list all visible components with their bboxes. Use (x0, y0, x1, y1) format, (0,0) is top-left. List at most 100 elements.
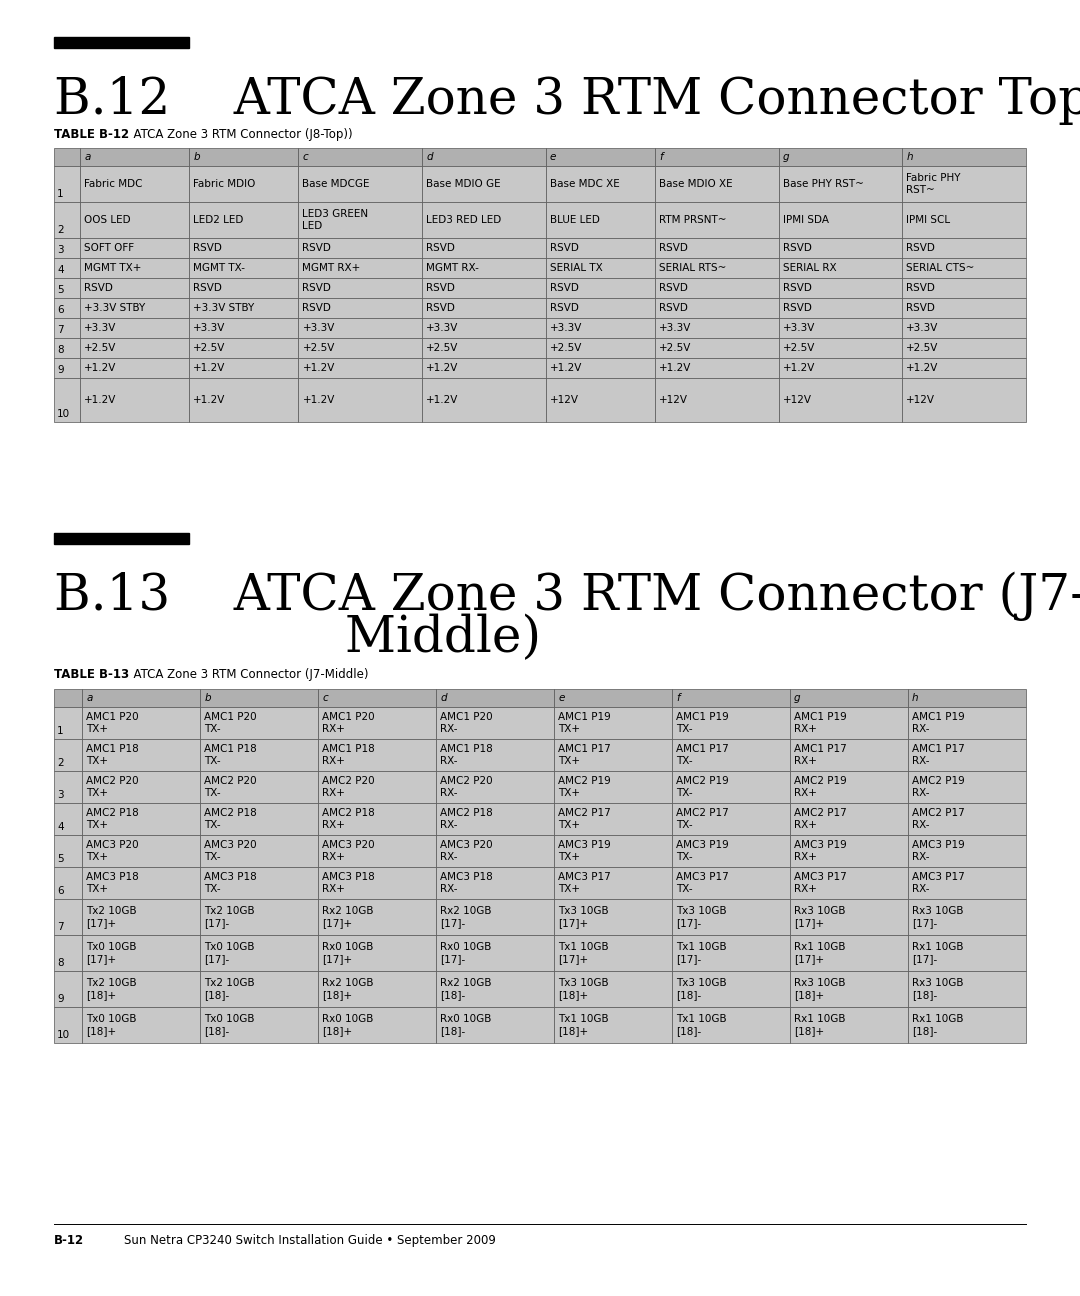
Text: +2.5V: +2.5V (193, 343, 226, 353)
Text: SOFT OFF: SOFT OFF (84, 244, 134, 253)
Text: Tx2 10GB
[17]+: Tx2 10GB [17]+ (86, 906, 137, 928)
Bar (654, 258, 779, 279)
Text: 4: 4 (57, 822, 64, 832)
Bar (189, 202, 298, 238)
Text: Tx3 10GB
[18]-: Tx3 10GB [18]- (676, 978, 727, 999)
Bar (908, 689, 1026, 708)
Text: RSVD: RSVD (906, 303, 935, 314)
Text: AMC3 P20
TX-: AMC3 P20 TX- (204, 840, 257, 862)
Bar (54, 358, 80, 378)
Bar (672, 739, 791, 771)
Bar (654, 279, 779, 298)
Text: Tx1 10GB
[17]-: Tx1 10GB [17]- (676, 942, 727, 964)
Bar (654, 202, 779, 238)
Bar (672, 689, 791, 708)
Text: RSVD: RSVD (302, 244, 332, 253)
Text: AMC3 P19
TX-: AMC3 P19 TX- (676, 840, 729, 862)
Text: ATCA Zone 3 RTM Connector (J8-Top)): ATCA Zone 3 RTM Connector (J8-Top)) (126, 128, 353, 141)
Bar (80, 258, 189, 279)
Text: MGMT TX+: MGMT TX+ (84, 263, 141, 273)
Text: Rx3 10GB
[18]+: Rx3 10GB [18]+ (794, 978, 846, 999)
Bar (82, 835, 200, 867)
Bar (791, 1007, 908, 1043)
Text: 3: 3 (57, 791, 64, 800)
Text: AMC2 P19
TX-: AMC2 P19 TX- (676, 776, 729, 797)
Bar (908, 708, 1026, 739)
Bar (791, 971, 908, 1007)
Bar (54, 1007, 82, 1043)
Bar (200, 1007, 319, 1043)
Bar (200, 739, 319, 771)
Text: Rx2 10GB
[18]-: Rx2 10GB [18]- (441, 978, 491, 999)
Bar (436, 1007, 554, 1043)
Bar (545, 148, 654, 166)
Bar (200, 708, 319, 739)
Text: +3.3V: +3.3V (193, 323, 226, 333)
Bar (672, 899, 791, 934)
Bar (791, 867, 908, 899)
Bar (298, 358, 422, 378)
Bar (54, 148, 80, 166)
Text: RSVD: RSVD (84, 283, 113, 293)
Text: LED3 GREEN
LED: LED3 GREEN LED (302, 210, 368, 231)
Bar (422, 202, 545, 238)
Bar (54, 708, 82, 739)
Bar (908, 899, 1026, 934)
Text: Tx1 10GB
[18]-: Tx1 10GB [18]- (676, 1015, 727, 1036)
Bar (902, 318, 1026, 338)
Text: Tx0 10GB
[18]-: Tx0 10GB [18]- (204, 1015, 255, 1036)
Bar (82, 1007, 200, 1043)
Bar (319, 971, 436, 1007)
Text: +1.2V: +1.2V (427, 395, 459, 404)
Text: Base MDC XE: Base MDC XE (550, 179, 620, 189)
Bar (80, 166, 189, 202)
Text: 6: 6 (57, 305, 64, 315)
Text: +2.5V: +2.5V (84, 343, 117, 353)
Bar (902, 238, 1026, 258)
Text: Tx3 10GB
[18]+: Tx3 10GB [18]+ (558, 978, 609, 999)
Text: AMC2 P18
RX+: AMC2 P18 RX+ (322, 809, 375, 829)
Bar (82, 899, 200, 934)
Text: +1.2V: +1.2V (906, 363, 939, 373)
Text: +3.3V: +3.3V (302, 323, 335, 333)
Bar (554, 867, 672, 899)
Bar (908, 867, 1026, 899)
Text: B.12    ATCA Zone 3 RTM Connector Top (J8): B.12 ATCA Zone 3 RTM Connector Top (J8) (54, 76, 1080, 126)
Bar (654, 358, 779, 378)
Bar (422, 148, 545, 166)
Text: AMC3 P18
RX-: AMC3 P18 RX- (441, 872, 492, 894)
Bar (779, 318, 902, 338)
Text: 10: 10 (57, 1030, 70, 1039)
Text: 9: 9 (57, 994, 64, 1004)
Text: Rx1 10GB
[18]+: Rx1 10GB [18]+ (794, 1015, 846, 1036)
Text: MGMT RX+: MGMT RX+ (302, 263, 361, 273)
Bar (80, 202, 189, 238)
Text: +1.2V: +1.2V (302, 363, 335, 373)
Bar (54, 258, 80, 279)
Bar (422, 298, 545, 318)
Text: RSVD: RSVD (783, 283, 811, 293)
Text: +2.5V: +2.5V (659, 343, 691, 353)
Text: LED3 RED LED: LED3 RED LED (427, 215, 501, 226)
Text: +1.2V: +1.2V (84, 395, 117, 404)
Text: AMC1 P19
TX-: AMC1 P19 TX- (676, 713, 729, 734)
Text: BLUE LED: BLUE LED (550, 215, 599, 226)
Bar (672, 867, 791, 899)
Bar (791, 739, 908, 771)
Bar (545, 202, 654, 238)
Bar (554, 1007, 672, 1043)
Text: MGMT RX-: MGMT RX- (427, 263, 480, 273)
Bar (654, 378, 779, 422)
Bar (436, 771, 554, 804)
Bar (908, 804, 1026, 835)
Bar (54, 835, 82, 867)
Text: AMC2 P17
TX+: AMC2 P17 TX+ (558, 809, 611, 829)
Text: Rx3 10GB
[17]+: Rx3 10GB [17]+ (794, 906, 846, 928)
Text: RSVD: RSVD (783, 244, 811, 253)
Bar (54, 771, 82, 804)
Bar (654, 238, 779, 258)
Bar (554, 739, 672, 771)
Text: Base MDIO GE: Base MDIO GE (427, 179, 501, 189)
Text: AMC2 P17
RX+: AMC2 P17 RX+ (794, 809, 847, 829)
Text: Tx0 10GB
[17]-: Tx0 10GB [17]- (204, 942, 255, 964)
